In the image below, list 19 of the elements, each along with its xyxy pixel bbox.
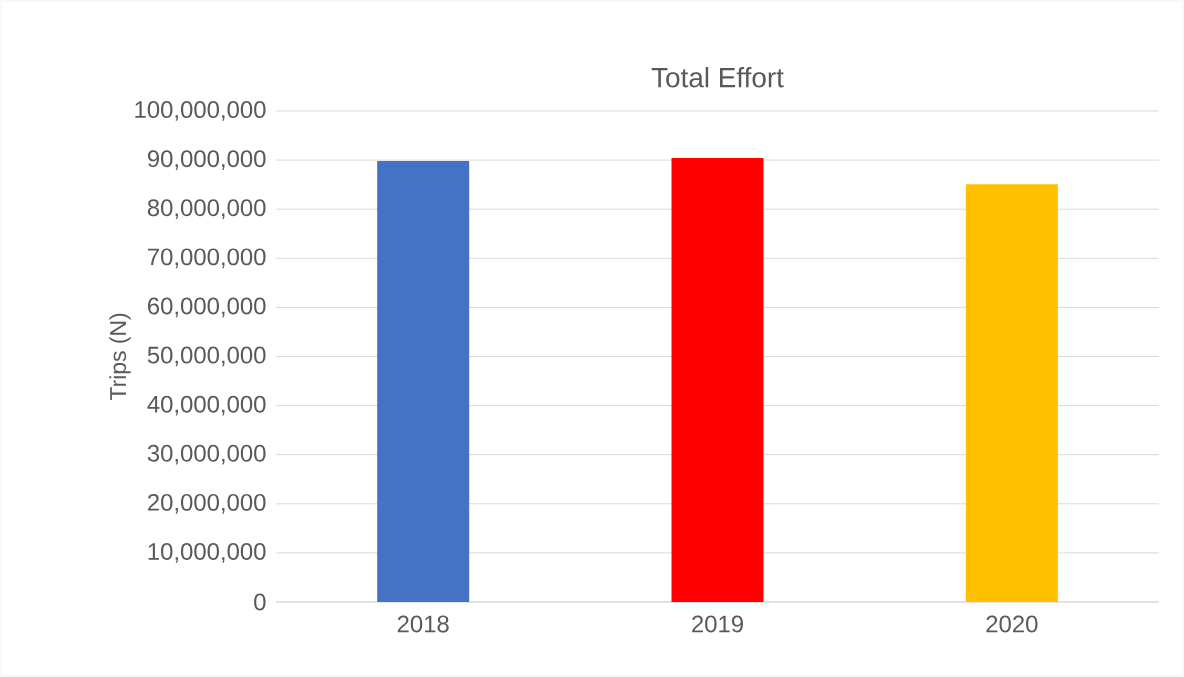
y-tick-label: 10,000,000 bbox=[148, 543, 266, 563]
bar bbox=[671, 158, 764, 602]
x-tick-label: 2018 bbox=[397, 615, 449, 633]
y-tick-label: 20,000,000 bbox=[148, 493, 266, 514]
bar bbox=[965, 184, 1058, 602]
x-tick-label: 2019 bbox=[692, 615, 743, 633]
y-axis-title: Trips (N) bbox=[109, 313, 131, 401]
y-tick-label: 30,000,000 bbox=[147, 444, 266, 465]
y-tick-label: 90,000,000 bbox=[147, 150, 266, 170]
bar bbox=[377, 161, 470, 602]
y-tick-label: 0 bbox=[254, 593, 266, 611]
chart-title: Total Effort bbox=[651, 67, 784, 88]
y-tick-label: 60,000,000 bbox=[148, 297, 266, 318]
x-tick-label: 2020 bbox=[986, 615, 1038, 633]
y-tick-label: 40,000,000 bbox=[147, 395, 266, 416]
y-tick-label: 70,000,000 bbox=[148, 248, 266, 269]
y-tick-label: 80,000,000 bbox=[147, 199, 266, 220]
y-tick-label: 100,000,000 bbox=[135, 101, 266, 121]
y-tick-label: 50,000,000 bbox=[147, 346, 266, 367]
